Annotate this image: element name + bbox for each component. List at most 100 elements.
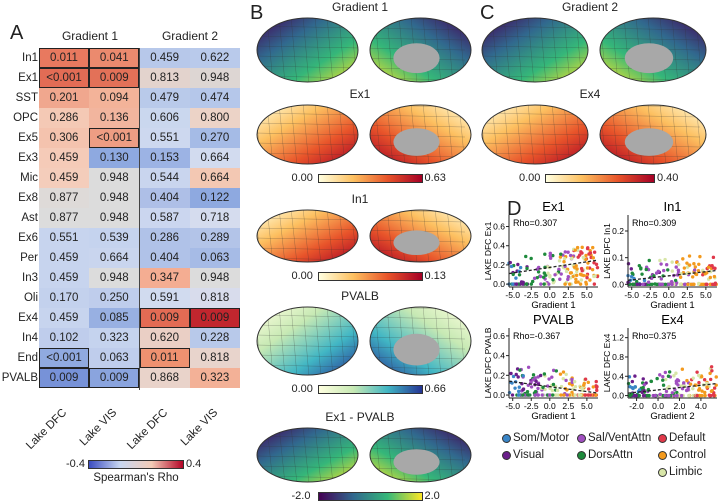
brain-map-title: Gradient 1 <box>331 0 389 14</box>
heatmap-cell: 0.347 <box>139 268 190 288</box>
scatter-point <box>591 256 596 260</box>
scatter-point <box>642 278 647 283</box>
scatter-point <box>588 393 593 397</box>
scatter-point <box>633 374 637 378</box>
heatmap-cell: 0.459 <box>139 48 190 68</box>
scatter-point <box>670 282 674 287</box>
brain-map-title: In1 <box>351 192 369 206</box>
scatter-point <box>686 388 690 392</box>
scatter-point <box>587 252 591 256</box>
scatter-point <box>514 372 518 377</box>
scatter-point <box>582 383 586 387</box>
brain-map-gradient-1: Gradient 1 <box>255 0 475 93</box>
scatter-point <box>682 282 687 287</box>
row-label: Ex1 <box>18 72 38 84</box>
medial-wall <box>393 230 440 256</box>
scatter-point <box>681 257 685 261</box>
brain-colorbar-min: 0.00 <box>519 172 541 184</box>
y-axis-label: LAKE DFC PVALB <box>483 327 493 398</box>
y-axis-label: LAKE DFC Ex4 <box>602 333 612 392</box>
heatmap-cell: 0.009 <box>39 368 89 388</box>
heatmap-cell: 0.587 <box>139 208 190 228</box>
heatmap-cell: 0.404 <box>139 248 190 268</box>
heatmap-cell: 0.404 <box>139 188 190 208</box>
scatter-point <box>544 273 548 277</box>
scatter-point <box>710 282 715 287</box>
x-tick-label: -2.0 <box>629 401 644 411</box>
scatter-point <box>700 389 704 393</box>
scatter-point <box>650 282 654 287</box>
row-label: Ex6 <box>18 232 38 244</box>
rho-annotation: Rho=0.375 <box>632 331 676 341</box>
scatter-point <box>534 379 538 383</box>
legend-item-som-motor: Som/Motor <box>502 432 569 444</box>
scatter-point <box>653 393 658 398</box>
scatter-point <box>570 377 574 382</box>
x-tick-label: 5.0 <box>700 290 712 300</box>
scatter-point <box>565 393 569 397</box>
scatter-point <box>697 388 701 392</box>
heatmap-cell: 0.009 <box>189 308 240 328</box>
scatter-point <box>538 274 543 279</box>
scatter-point <box>570 383 574 387</box>
brain-map-title: Gradient 2 <box>561 0 619 14</box>
scatter-point <box>516 389 521 394</box>
brain-colorbar-min: 0.00 <box>291 270 313 282</box>
heatmap-cell: 0.539 <box>89 228 140 248</box>
scatter-point <box>697 281 701 286</box>
brain-map-ex1: Ex1 0.00 0.63 <box>255 87 475 184</box>
scatter-point <box>579 278 584 282</box>
scatter-point <box>670 391 675 395</box>
scatter-point <box>576 280 580 284</box>
y-axis-label: LAKE DFC Ex1 <box>483 221 493 280</box>
scatter-point <box>514 282 519 286</box>
scatter-point <box>567 381 572 386</box>
scatter-point <box>584 257 588 262</box>
brain-colorbar-max: 0.40 <box>657 172 679 184</box>
scatter-point <box>710 263 714 268</box>
row-label: Ast <box>21 212 38 224</box>
column-group-gradient-2: Gradient 2 <box>161 29 219 43</box>
lateral-brain-view <box>256 17 359 83</box>
scatter-point <box>536 386 540 391</box>
scatter-point <box>580 245 584 250</box>
scatter-point <box>509 264 514 269</box>
scatter-point <box>661 378 665 382</box>
scatter-point <box>661 374 665 379</box>
scatter-point <box>559 272 563 276</box>
y-tick-label: 0.8 <box>612 352 624 362</box>
scatter-point <box>638 282 642 287</box>
scatter-point <box>576 255 580 259</box>
legend-label: Visual <box>513 449 545 461</box>
scatter-point <box>695 393 699 398</box>
scatter-point <box>713 266 717 271</box>
scatter-point <box>703 390 707 395</box>
scatter-point <box>690 275 695 279</box>
scatter-point <box>564 372 568 377</box>
scatter-point <box>682 266 687 270</box>
scatter-point <box>655 376 659 381</box>
scatter-point <box>687 263 692 267</box>
scatter-point <box>708 371 712 376</box>
scatter-point <box>641 393 646 398</box>
scatter-point <box>712 393 716 398</box>
column-group-gradient-1: Gradient 1 <box>61 29 119 43</box>
heatmap-cell: 0.009 <box>89 368 140 388</box>
rho-colorbar-min: -0.4 <box>66 458 85 470</box>
scatter-point <box>579 266 584 271</box>
y-tick-label: 1.2 <box>612 333 624 343</box>
scatter-point <box>710 369 714 373</box>
scatter-point <box>573 248 577 252</box>
y-tick-label: 0.1 <box>612 253 624 263</box>
legend-item-visual: Visual <box>502 449 544 461</box>
medial-wall <box>393 128 440 156</box>
scatter-point <box>666 374 671 378</box>
heatmap-cell: <0.001 <box>39 68 89 88</box>
brain-surfaces <box>256 209 472 263</box>
scatter-point <box>629 274 634 279</box>
scatter-point <box>660 282 664 287</box>
scatter-point <box>558 372 563 376</box>
scatter-point <box>578 272 583 276</box>
scatter-point <box>667 370 672 374</box>
brain-surfaces <box>256 17 472 83</box>
